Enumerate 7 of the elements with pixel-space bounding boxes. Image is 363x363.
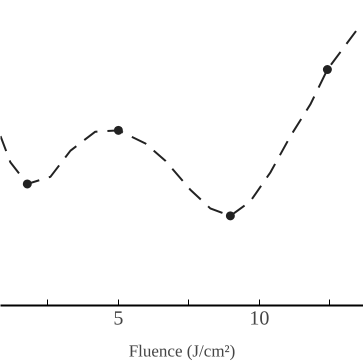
point — [226, 211, 235, 220]
point — [322, 65, 332, 74]
x-axis-title: Fluence (J/cm²) — [128, 342, 236, 360]
x-tick-label: 10 — [249, 308, 270, 330]
point — [22, 179, 32, 188]
point — [114, 126, 123, 135]
x-tick-label: 5 — [113, 308, 124, 330]
